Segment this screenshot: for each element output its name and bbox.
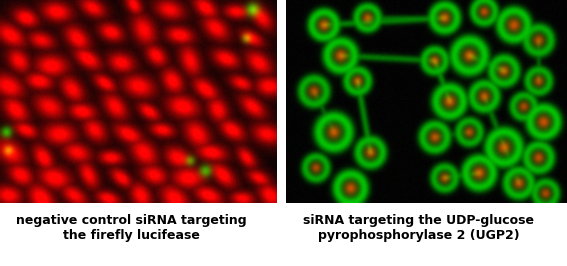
Text: negative control siRNA targeting
the firefly lucifease: negative control siRNA targeting the fir… [16,214,247,242]
Text: siRNA targeting the UDP-glucose
pyrophosphorylase 2 (UGP2): siRNA targeting the UDP-glucose pyrophos… [303,214,534,242]
